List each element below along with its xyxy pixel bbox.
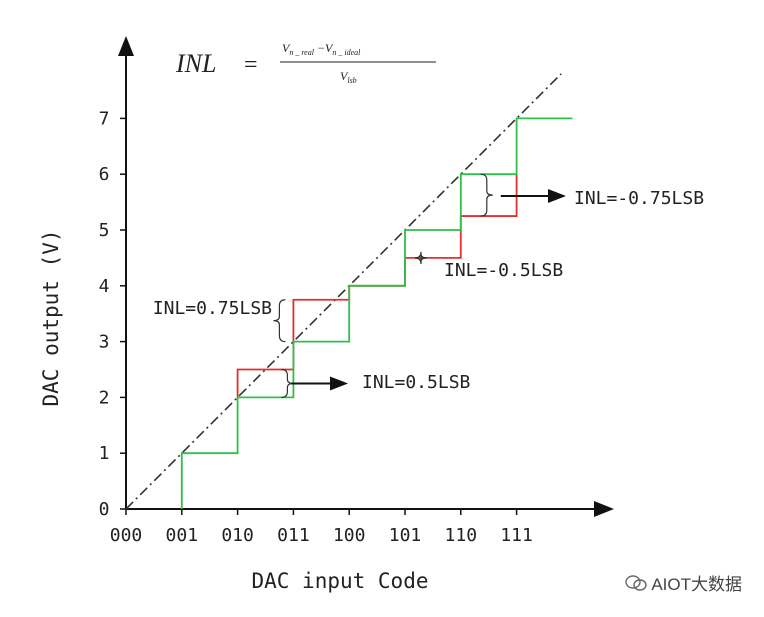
label-inl-neg0.5: INL=-0.5LSB	[444, 260, 563, 281]
series-ideal-DAC-output	[180, 117, 573, 509]
formula-den-v: V	[340, 69, 349, 83]
formula-lhs: INL	[175, 49, 216, 78]
brace-inl-neg0.75	[480, 173, 493, 217]
y-tick-label-0: 0	[99, 499, 110, 520]
svg-text:Vn _ real−Vn _ ideal: Vn _ real −Vn _ ideal	[282, 41, 361, 57]
x-tick-label-110: 110	[445, 525, 478, 546]
brace-inl-neg0.5	[414, 251, 428, 265]
y-tick-label-3: 3	[99, 332, 110, 353]
inl-formula: INL = Vn _ real −Vn _ ideal Vlsb	[175, 41, 436, 85]
y-tick-label-4: 4	[99, 276, 110, 297]
x-tick-label-111: 111	[500, 525, 533, 546]
wechat-icon	[625, 574, 648, 591]
y-tick-label-2: 2	[99, 387, 110, 408]
y-axis-arrowhead	[118, 36, 134, 56]
label-inl-neg0.75: INL=-0.75LSB	[574, 188, 704, 209]
x-tick-label-101: 101	[389, 525, 422, 546]
x-tick-label-001: 001	[166, 525, 199, 546]
watermark-text: AIOT大数据	[651, 575, 742, 594]
x-tick-label-010: 010	[221, 525, 254, 546]
x-axis-arrowhead	[594, 501, 614, 517]
series-ideal	[125, 73, 562, 510]
label-inl-0.5: INL=0.5LSB	[362, 372, 470, 393]
arrow-inl-neg0.75-head	[548, 189, 566, 203]
formula-num-sub1: n _ real	[289, 48, 314, 57]
y-tick-label-7: 7	[99, 108, 110, 129]
y-tick-label-5: 5	[99, 220, 110, 241]
label-inl-0.75: INL=0.75LSB	[153, 298, 272, 319]
svg-text:Vlsb: Vlsb	[340, 69, 357, 85]
x-axis-label: DAC input Code	[251, 569, 428, 593]
x-tick-label-011: 011	[277, 525, 310, 546]
watermark: AIOT大数据	[625, 570, 742, 595]
brace-inl-0.75	[273, 299, 286, 343]
x-tick-label-100: 100	[333, 525, 366, 546]
y-tick-label-6: 6	[99, 164, 110, 185]
y-tick-label-1: 1	[99, 443, 110, 464]
y-axis-label: DAC output (V)	[39, 229, 63, 406]
axes	[118, 36, 614, 517]
formula-equals: =	[244, 52, 258, 78]
formula-num-sub2: n _ ideal	[332, 48, 361, 57]
x-tick-label-000: 000	[110, 525, 143, 546]
formula-minus: −	[317, 41, 325, 55]
formula-num-v2: V	[325, 41, 334, 55]
formula-den-sub: lsb	[347, 76, 356, 85]
arrow-inl-0.5-head	[330, 376, 348, 391]
formula-num-v1: V	[282, 41, 291, 55]
